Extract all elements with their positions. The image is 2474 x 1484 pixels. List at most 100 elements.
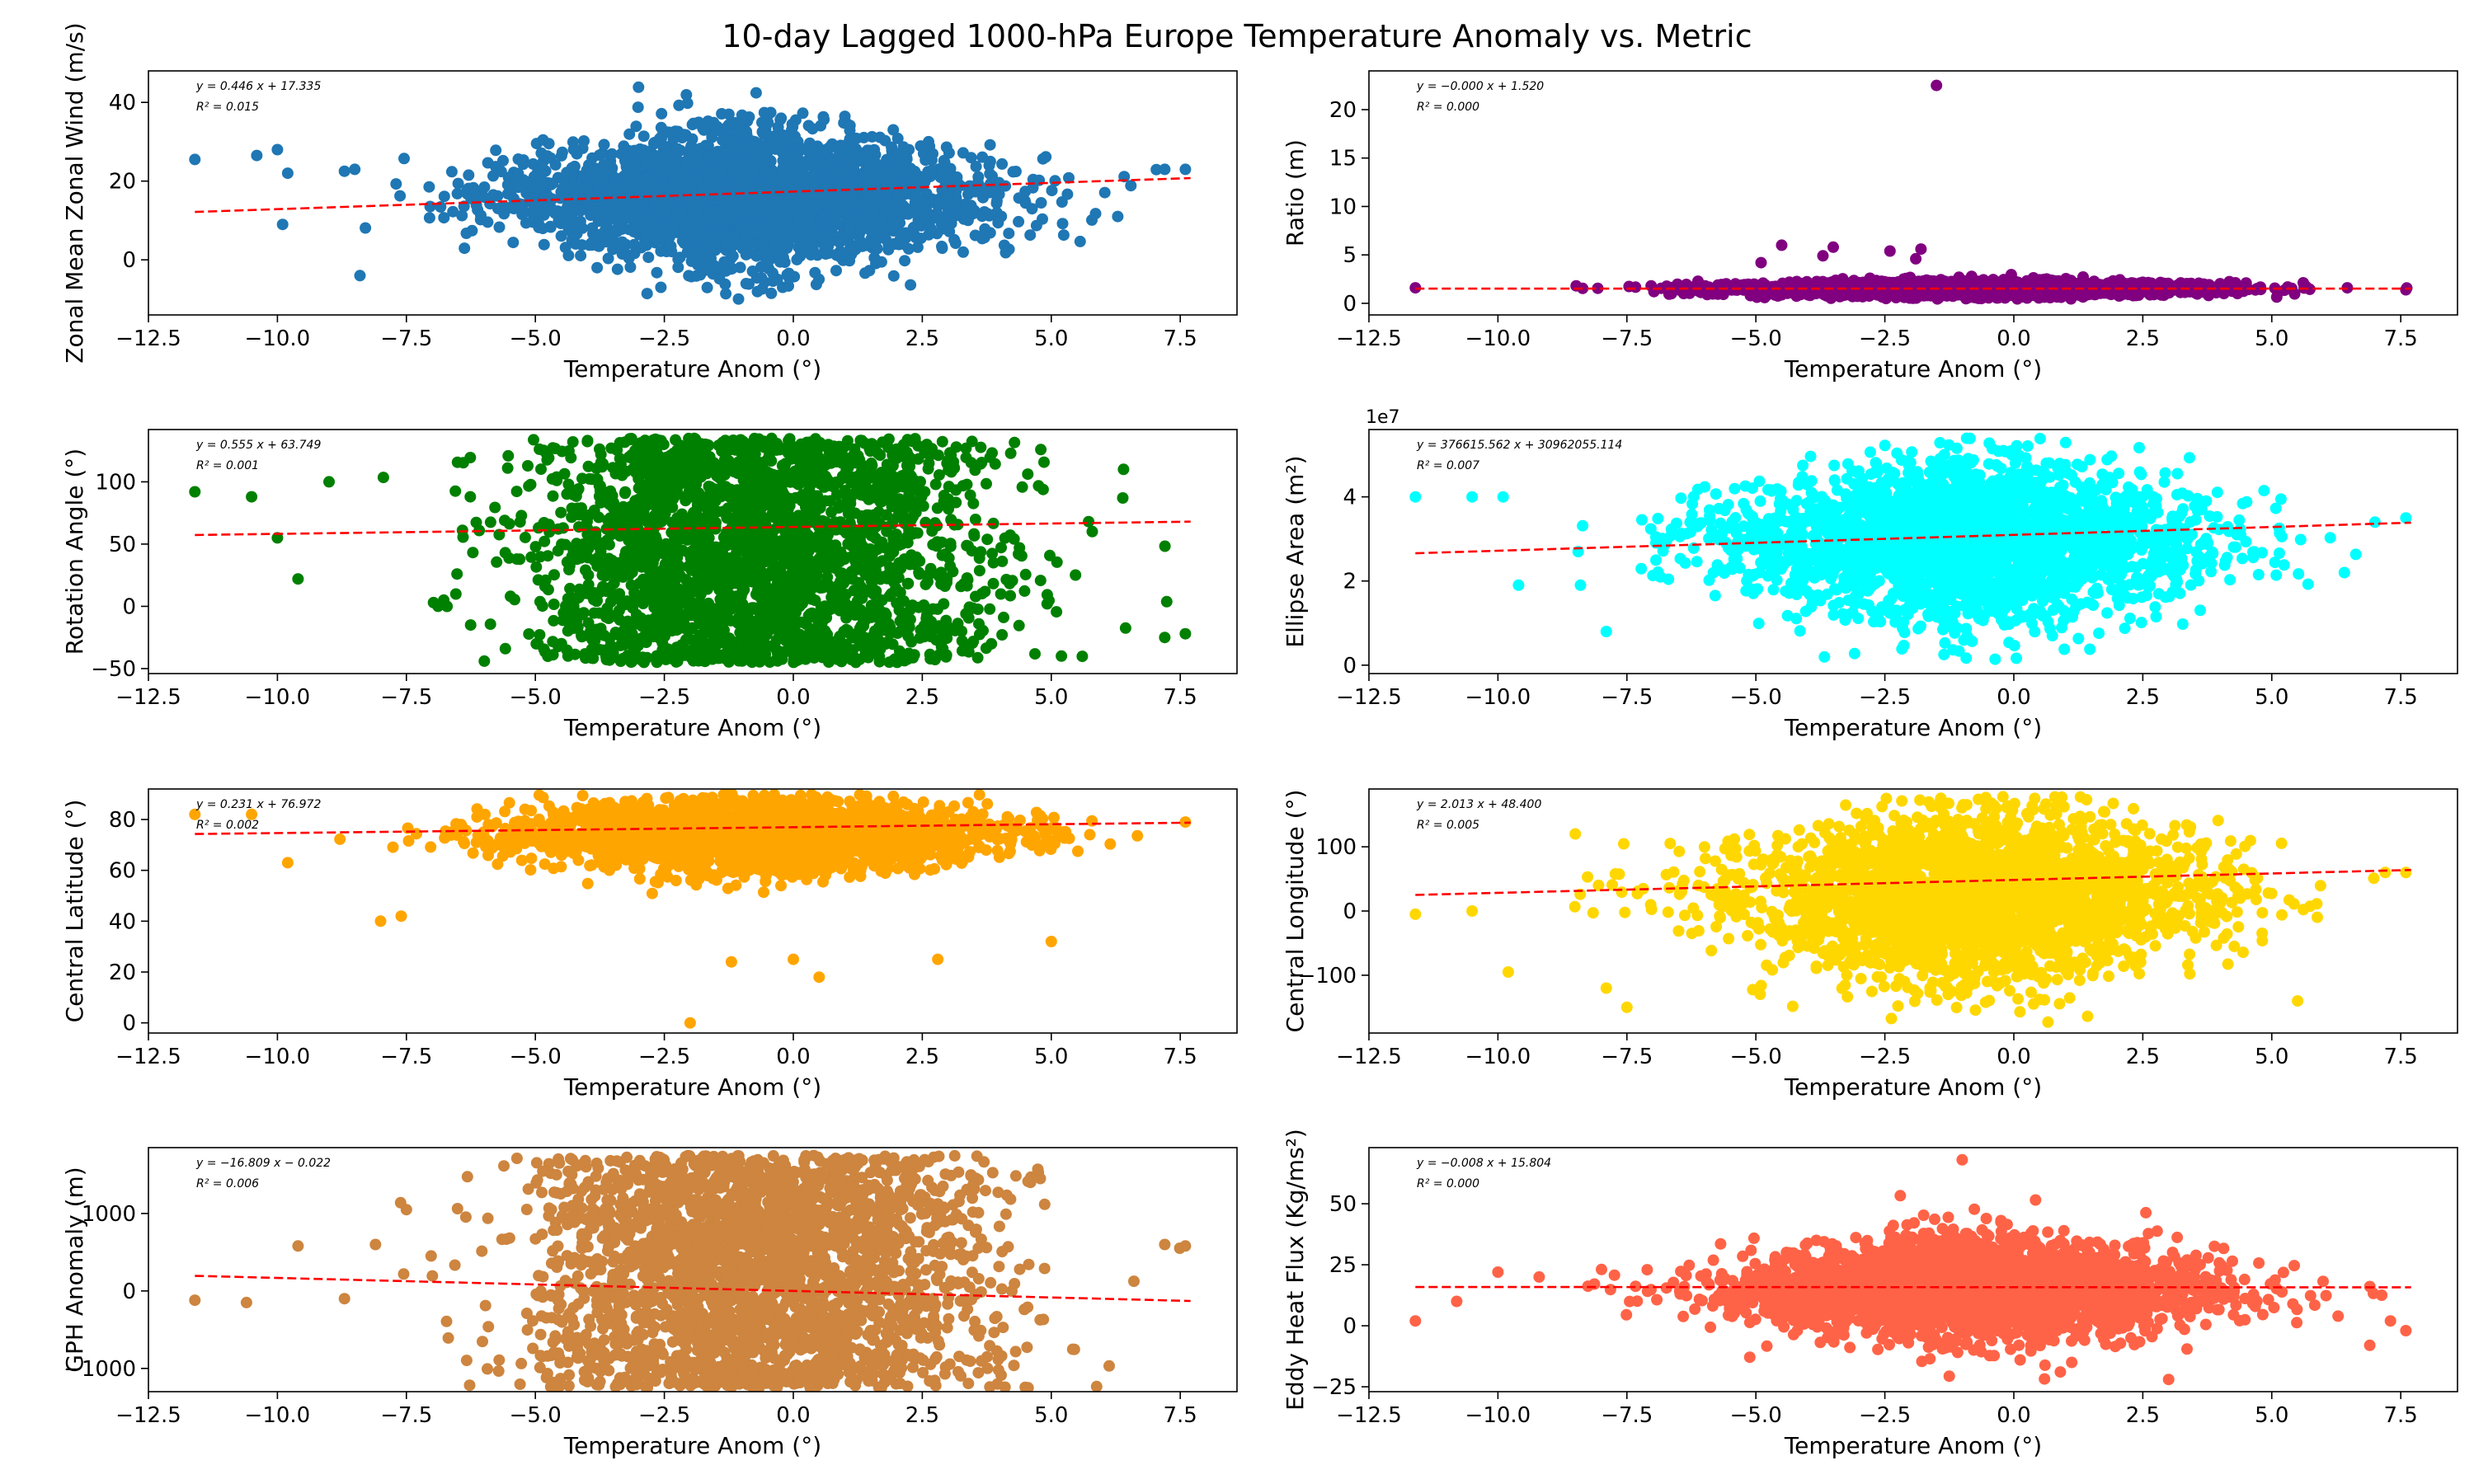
- data-point: [520, 176, 532, 188]
- data-point: [533, 181, 545, 194]
- data-point: [884, 238, 896, 251]
- x-tick-label: −10.0: [245, 326, 311, 351]
- data-point: [719, 278, 731, 290]
- data-point: [452, 177, 464, 190]
- data-point: [687, 244, 699, 256]
- data-point: [797, 107, 809, 120]
- data-point: [1035, 197, 1047, 209]
- data-point: [924, 223, 937, 235]
- data-point: [657, 143, 670, 154]
- data-point: [394, 190, 407, 202]
- data-point: [816, 198, 829, 210]
- data-point: [757, 128, 769, 140]
- data-point: [2279, 284, 2291, 296]
- data-point: [675, 206, 688, 218]
- data-point: [835, 139, 847, 152]
- data-point: [680, 89, 693, 101]
- data-point: [969, 229, 981, 242]
- data-point: [398, 153, 410, 165]
- data-point: [712, 216, 724, 228]
- data-point: [591, 261, 604, 274]
- data-point: [871, 242, 883, 255]
- data-point: [885, 221, 897, 233]
- data-point: [809, 266, 821, 279]
- data-point: [949, 172, 962, 185]
- data-point: [868, 251, 881, 264]
- data-point: [538, 238, 550, 251]
- data-point: [570, 237, 582, 250]
- data-point: [1003, 228, 1015, 240]
- data-point: [834, 237, 845, 249]
- x-tick-label: −7.5: [380, 326, 432, 351]
- data-point: [656, 107, 668, 120]
- data-point: [861, 151, 872, 163]
- data-point: [758, 106, 770, 119]
- data-point: [1019, 197, 1032, 209]
- data-point: [764, 193, 775, 205]
- data-point: [738, 178, 750, 190]
- data-point: [788, 170, 801, 182]
- data-point: [503, 202, 515, 214]
- data-point: [738, 111, 750, 124]
- data-point: [281, 167, 294, 180]
- data-point: [593, 240, 605, 252]
- data-point: [897, 141, 910, 153]
- data-point: [1027, 181, 1039, 194]
- data-point: [748, 193, 760, 205]
- data-point: [774, 210, 786, 223]
- data-point: [711, 120, 723, 133]
- data-point: [271, 143, 284, 156]
- data-point: [957, 246, 969, 258]
- y-axis-label: Zonal Mean Zonal Wind (m/s): [61, 22, 88, 363]
- data-point: [445, 166, 458, 178]
- data-point: [537, 223, 549, 235]
- data-point: [1179, 163, 1192, 176]
- data-point: [918, 197, 930, 209]
- data-point: [478, 181, 491, 193]
- data-point: [727, 181, 740, 194]
- data-point: [567, 143, 580, 156]
- data-point: [732, 293, 745, 305]
- data-point: [688, 162, 699, 174]
- data-point: [984, 139, 996, 151]
- data-point: [745, 143, 758, 156]
- data-point: [774, 177, 787, 190]
- data-point: [701, 281, 713, 294]
- data-point: [766, 142, 778, 154]
- data-point: [846, 243, 858, 256]
- data-point: [925, 165, 938, 177]
- data-point: [475, 209, 487, 222]
- data-point: [688, 215, 700, 228]
- data-point: [902, 168, 915, 181]
- data-point: [999, 180, 1012, 192]
- data-point: [653, 223, 666, 235]
- data-point: [793, 241, 805, 253]
- data-point: [672, 253, 684, 265]
- data-point: [740, 248, 752, 261]
- data-point: [892, 189, 905, 201]
- x-tick-label: −2.5: [638, 326, 690, 351]
- data-point: [702, 115, 714, 127]
- data-point: [603, 190, 615, 202]
- data-point: [447, 205, 459, 218]
- data-point: [478, 191, 490, 204]
- data-point: [586, 152, 599, 164]
- data-point: [1623, 280, 1635, 293]
- data-point: [992, 217, 1004, 229]
- data-point: [641, 288, 653, 300]
- data-point: [423, 212, 435, 224]
- data-point: [778, 160, 790, 172]
- data-point: [671, 143, 684, 155]
- data-point: [660, 205, 672, 218]
- data-point: [1061, 188, 1074, 200]
- data-point: [740, 278, 752, 289]
- data-point: [251, 149, 263, 162]
- data-point: [720, 237, 732, 249]
- data-point: [600, 223, 612, 236]
- scatter-points: [189, 81, 1192, 305]
- data-point: [2300, 280, 2312, 293]
- data-point: [637, 179, 649, 191]
- data-point: [746, 265, 759, 277]
- data-point: [782, 238, 794, 251]
